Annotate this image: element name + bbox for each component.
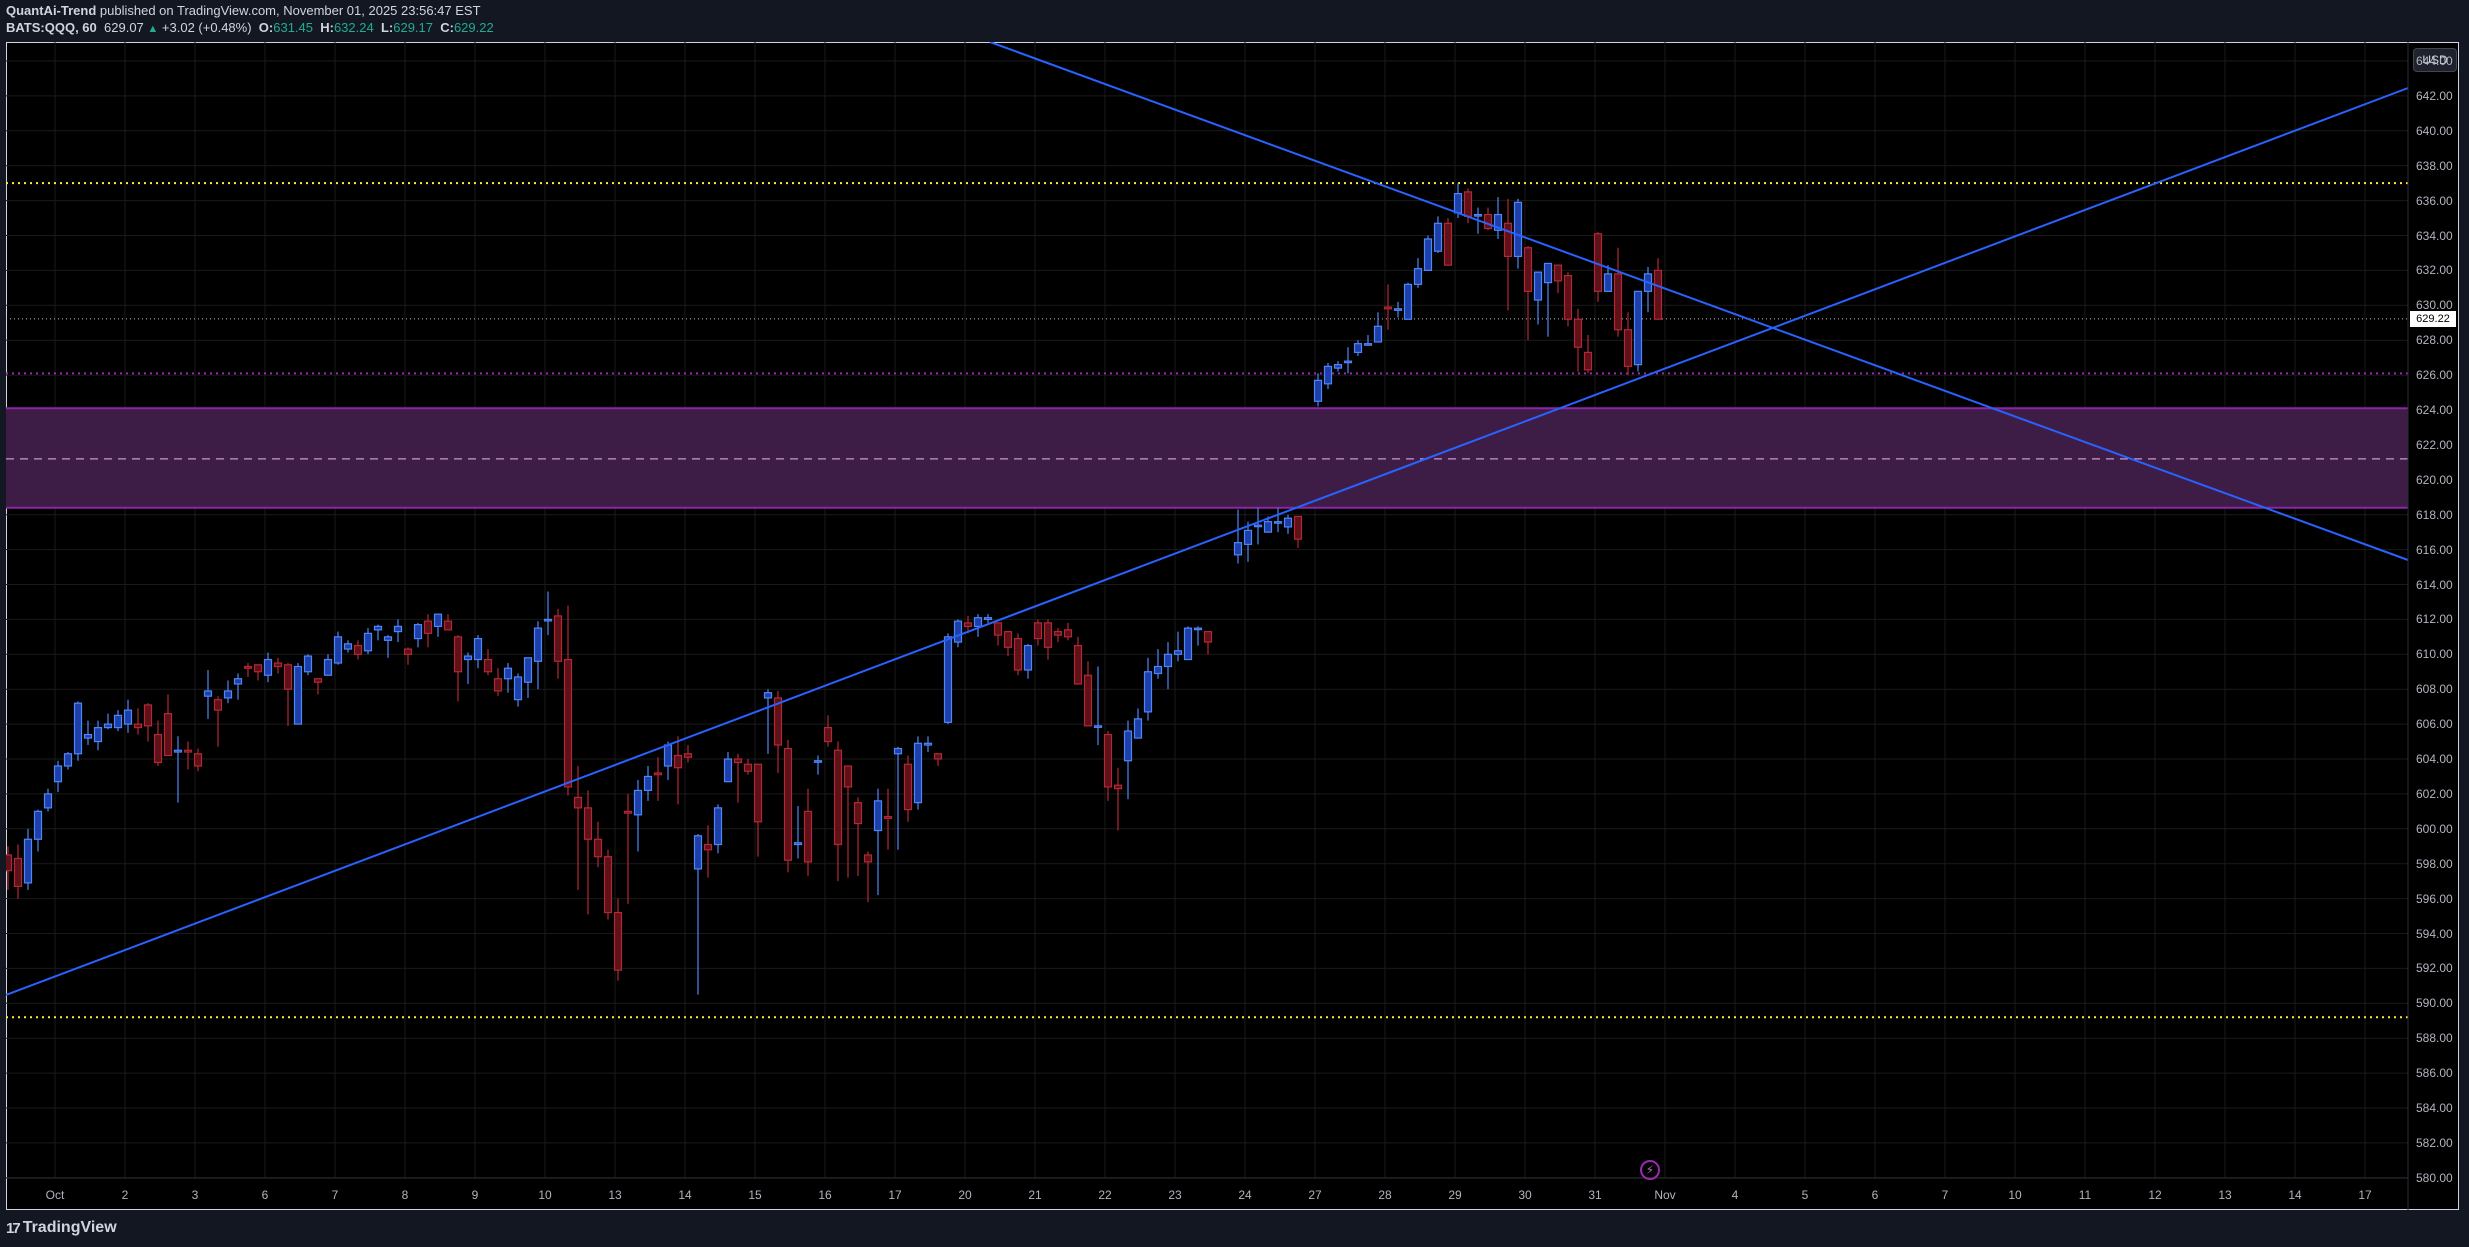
time-label: 7 — [1941, 1188, 1949, 1202]
time-label: Oct — [45, 1188, 65, 1202]
price-label: 594.00 — [2416, 926, 2453, 941]
time-label: 30 — [1518, 1188, 1532, 1202]
price-label: 602.00 — [2416, 786, 2453, 801]
price-label: 618.00 — [2416, 507, 2453, 522]
current-price-tag: 629.22 — [2410, 310, 2456, 327]
price-label: 612.00 — [2416, 612, 2453, 627]
time-label: 6 — [1871, 1188, 1879, 1202]
price-label: 608.00 — [2416, 682, 2453, 697]
time-label: 27 — [1308, 1188, 1322, 1202]
time-label: 3 — [191, 1188, 199, 1202]
time-label: 11 — [2078, 1188, 2092, 1202]
price-label: 630.00 — [2416, 298, 2453, 313]
time-label: Nov — [1654, 1188, 1676, 1202]
price-label: 620.00 — [2416, 472, 2453, 487]
price-label: 624.00 — [2416, 403, 2453, 417]
price-change: +3.02 (+0.48%) — [161, 20, 252, 35]
time-label: 17 — [2358, 1188, 2372, 1202]
price-label: 586.00 — [2416, 1066, 2453, 1081]
price-label: 640.00 — [2416, 123, 2453, 138]
time-label: 23 — [1168, 1188, 1182, 1202]
time-label: 12 — [2148, 1188, 2162, 1202]
currency-button[interactable]: USD — [2413, 48, 2457, 72]
price-label: 604.00 — [2416, 752, 2453, 766]
time-label: 20 — [958, 1188, 972, 1202]
close-label: C: — [440, 20, 454, 35]
time-label: 7 — [331, 1188, 339, 1202]
tradingview-logo[interactable]: 17 TradingView — [6, 1219, 117, 1237]
time-label: 13 — [608, 1188, 622, 1202]
published-text: published on TradingView.com, November 0… — [99, 3, 481, 18]
time-label: 24 — [1238, 1188, 1252, 1202]
lightning-icon[interactable]: ⚡ — [1640, 1160, 1660, 1180]
time-label: 31 — [1588, 1188, 1602, 1202]
price-label: 588.00 — [2416, 1031, 2453, 1046]
time-label: 14 — [2288, 1188, 2302, 1202]
price-label: 634.00 — [2416, 228, 2453, 243]
price-label: 638.00 — [2416, 158, 2453, 173]
brand-name: TradingView — [22, 1219, 117, 1236]
price-label: 632.00 — [2416, 263, 2453, 278]
symbol-interval: BATS:QQQ, 60 — [6, 20, 97, 35]
candlestick-plot[interactable] — [6, 42, 2459, 1210]
price-label: 610.00 — [2416, 647, 2453, 662]
up-triangle-icon: ▲ — [147, 23, 159, 35]
price-label: 614.00 — [2416, 577, 2453, 592]
price-label: 636.00 — [2416, 193, 2453, 208]
price-label: 616.00 — [2416, 542, 2453, 557]
low-value: 629.17 — [393, 20, 433, 35]
open-value: 631.45 — [273, 20, 313, 35]
price-label: 582.00 — [2416, 1135, 2453, 1150]
time-label: 28 — [1378, 1188, 1392, 1202]
price-label: 644.00 — [2416, 54, 2453, 68]
time-label: 21 — [1028, 1188, 1042, 1202]
price-label: 626.00 — [2416, 368, 2453, 383]
time-label: 10 — [538, 1188, 552, 1202]
last-price: 629.07 — [104, 20, 144, 35]
publish-info: QuantAi-Trend published on TradingView.c… — [6, 3, 481, 18]
time-label: 10 — [2008, 1188, 2022, 1202]
price-label: 598.00 — [2416, 856, 2453, 871]
high-value: 632.24 — [333, 20, 374, 35]
low-label: L: — [380, 20, 394, 35]
symbol-legend: BATS:QQQ, 60 629.07 ▲ +3.02 (+0.48%) O:6… — [6, 20, 494, 35]
price-label: 590.00 — [2416, 996, 2453, 1011]
time-label: 5 — [1801, 1188, 1809, 1202]
price-label: 622.00 — [2416, 437, 2453, 452]
price-label: 592.00 — [2416, 961, 2453, 976]
price-label: 606.00 — [2416, 717, 2453, 732]
time-label: 13 — [2218, 1188, 2232, 1202]
time-label: 9 — [471, 1188, 479, 1202]
time-label: 2 — [121, 1188, 129, 1202]
price-label: 584.00 — [2416, 1101, 2453, 1115]
time-label: 17 — [888, 1188, 902, 1202]
price-label: 628.00 — [2416, 333, 2453, 348]
high-label: H: — [320, 20, 334, 35]
price-label: 600.00 — [2416, 821, 2453, 836]
open-label: O: — [258, 20, 274, 35]
time-label: 14 — [678, 1188, 692, 1202]
price-label: 596.00 — [2416, 891, 2453, 906]
close-value: 629.22 — [453, 20, 494, 35]
tv-logo-icon: 17 — [6, 1219, 21, 1237]
time-label: 4 — [1731, 1188, 1739, 1202]
time-label: 6 — [261, 1188, 269, 1202]
price-label: 642.00 — [2416, 88, 2453, 103]
price-label: 580.00 — [2416, 1170, 2453, 1185]
time-label: 15 — [748, 1188, 762, 1202]
time-label: 29 — [1448, 1188, 1462, 1202]
time-label: 22 — [1098, 1188, 1112, 1202]
time-label: 8 — [401, 1188, 409, 1202]
author-name[interactable]: QuantAi-Trend — [6, 3, 97, 18]
time-label: 16 — [818, 1188, 832, 1202]
